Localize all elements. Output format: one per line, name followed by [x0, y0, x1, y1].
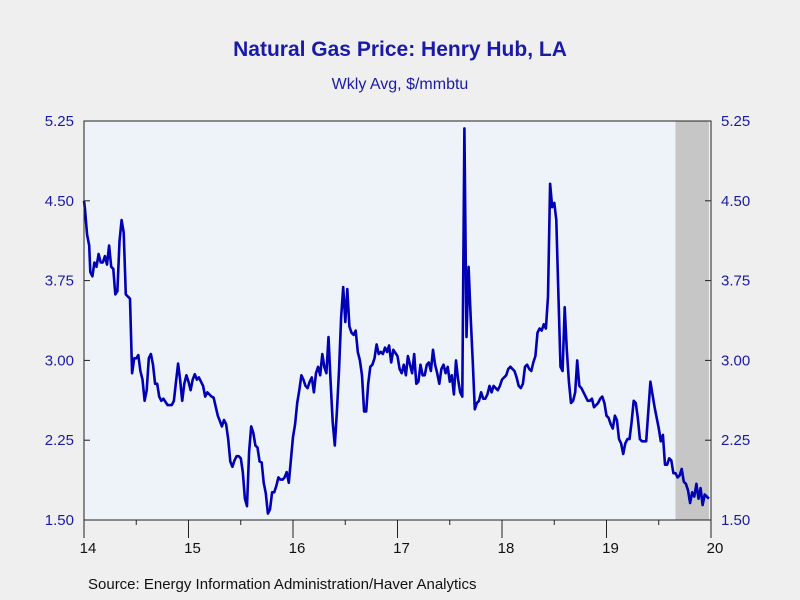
x-tick-label: 16 — [289, 540, 306, 557]
chart-subtitle: Wkly Avg, $/mmbtu — [331, 76, 469, 93]
y-tick-label-right: 4.50 — [721, 193, 750, 210]
y-tick-label-right: 1.50 — [721, 512, 750, 529]
x-tick-label: 19 — [602, 540, 619, 557]
y-tick-label-right: 3.75 — [721, 273, 750, 290]
y-tick-label-left: 3.75 — [45, 273, 74, 290]
y-tick-label-right: 5.25 — [721, 113, 750, 130]
x-tick-label: 20 — [707, 540, 724, 557]
y-tick-label-left: 4.50 — [45, 193, 74, 210]
x-axis: 14 15 16 17 18 19 20 — [80, 520, 724, 557]
series-line — [82, 127, 710, 515]
recession-shading — [675, 121, 709, 520]
x-tick-label: 18 — [498, 540, 515, 557]
y-tick-label-left: 5.25 — [45, 113, 74, 130]
y-tick-label-right: 3.00 — [721, 352, 750, 369]
x-tick-label: 14 — [80, 540, 97, 557]
chart-title: Natural Gas Price: Henry Hub, LA — [233, 38, 567, 61]
right-y-axis: 1.50 2.25 3.00 3.75 4.50 5.25 — [705, 113, 750, 529]
x-tick-label: 15 — [184, 540, 201, 557]
y-tick-label-right: 2.25 — [721, 432, 750, 449]
plot-frame — [83, 120, 712, 521]
x-tick-label: 17 — [393, 540, 410, 557]
y-tick-label-left: 3.00 — [45, 352, 74, 369]
source-note: Source: Energy Information Administratio… — [88, 576, 477, 593]
y-tick-label-left: 2.25 — [45, 432, 74, 449]
plot-area — [84, 121, 711, 520]
left-y-axis: 1.50 2.25 3.00 3.75 4.50 5.25 — [45, 113, 90, 529]
y-tick-label-left: 1.50 — [45, 512, 74, 529]
